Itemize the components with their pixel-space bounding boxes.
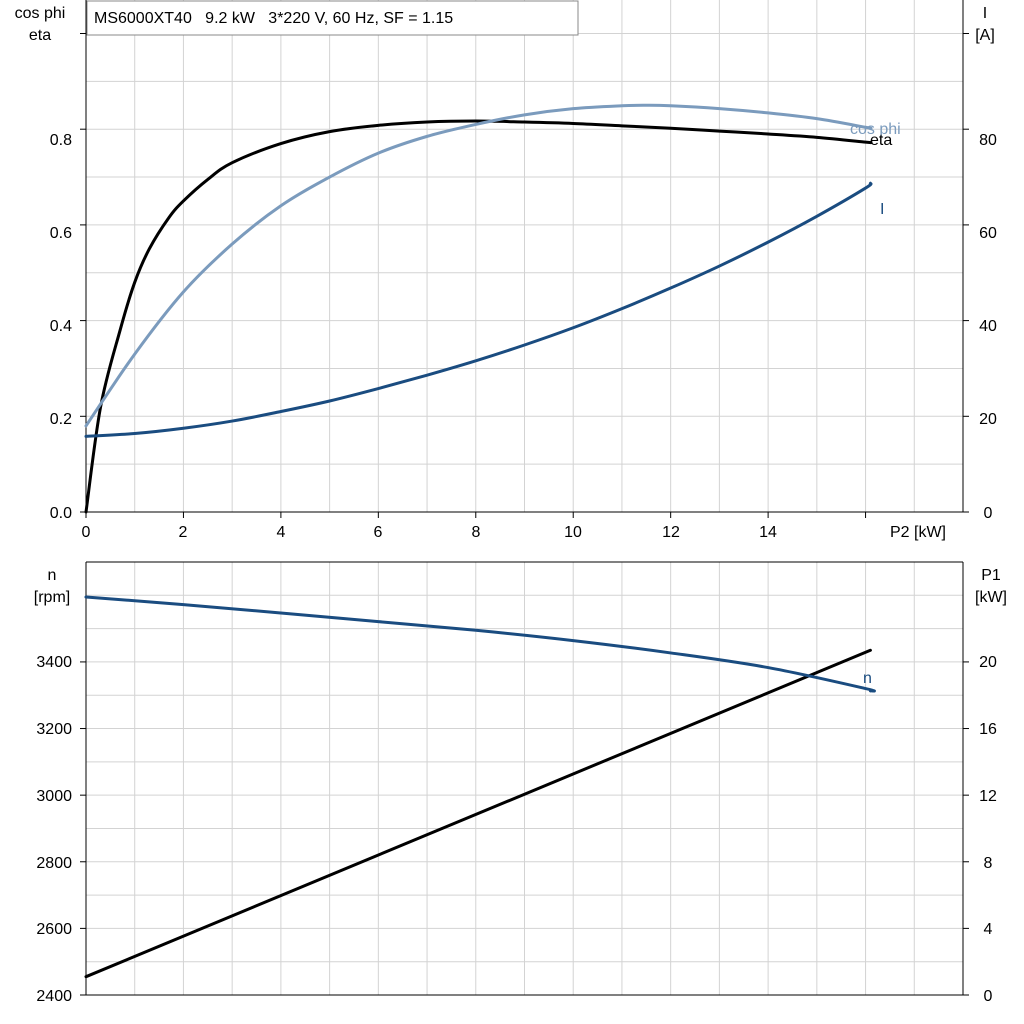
speed-series-line (84, 595, 876, 693)
left-tick-label: 2600 (36, 921, 72, 938)
x-tick-label: 0 (82, 524, 91, 541)
right-tick-label: 0 (984, 988, 993, 1005)
eta-series-line (84, 119, 873, 514)
left-tick-label: 2800 (36, 855, 72, 872)
right-tick-label: 8 (984, 855, 993, 872)
p1-series-line (84, 648, 872, 979)
left-tick-label: 2400 (36, 988, 72, 1005)
x-tick-label: 14 (759, 524, 777, 541)
left-tick-label: 3000 (36, 788, 72, 805)
left-tick-label: 0.2 (50, 411, 72, 428)
x-tick-label: 6 (374, 524, 383, 541)
speed-series-label: n (863, 670, 872, 687)
left-tick-label: 3400 (36, 654, 72, 671)
right-tick-label: 20 (979, 411, 997, 428)
bottom-axes (85, 561, 964, 996)
x-tick-label: 2 (179, 524, 188, 541)
top-left-tick-labels: 0.0 0.2 0.4 0.6 0.8 (50, 132, 72, 522)
left-axis-title-line1: n (48, 567, 57, 584)
top-right-tick-labels: 0 20 40 60 80 (979, 132, 997, 522)
right-axis-title-line1: I (983, 5, 987, 22)
cos-phi-series-line (84, 103, 873, 428)
left-tick-label: 0.0 (50, 505, 72, 522)
x-tick-label: 10 (564, 524, 582, 541)
right-tick-label: 40 (979, 318, 997, 335)
current-series-line (84, 181, 873, 438)
cos-phi-series-label: cos phi (850, 121, 901, 138)
right-axis-title-line2: [kW] (975, 589, 1007, 606)
bottom-panel: 2400 2600 2800 3000 3200 3400 0 4 8 12 1… (34, 561, 1007, 1005)
bottom-grid (80, 562, 969, 996)
right-axis-title-line2: [A] (975, 27, 995, 44)
left-axis-title-line1: cos phi (15, 5, 66, 22)
left-tick-label: 0.6 (50, 225, 72, 242)
top-panel: 0.0 0.2 0.4 0.6 0.8 0 20 40 60 80 0 2 4 … (15, 0, 997, 541)
right-tick-label: 4 (984, 921, 993, 938)
chart-title-box: MS6000XT40 9.2 kW 3*220 V, 60 Hz, SF = 1… (86, 0, 579, 36)
x-tick-label: 8 (472, 524, 481, 541)
x-tick-label: 12 (662, 524, 680, 541)
bottom-left-tick-labels: 2400 2600 2800 3000 3200 3400 (36, 654, 72, 1005)
top-x-tick-labels: 0 2 4 6 8 10 12 14 (82, 524, 777, 541)
current-series-label: I (880, 201, 884, 218)
right-tick-label: 80 (979, 132, 997, 149)
x-tick-label: 4 (277, 524, 286, 541)
right-axis-title-line1: P1 (981, 567, 1001, 584)
right-tick-label: 12 (979, 788, 997, 805)
left-axis-title-line2: eta (29, 27, 51, 44)
eta-series-label: eta (870, 132, 892, 149)
chart-title: MS6000XT40 9.2 kW 3*220 V, 60 Hz, SF = 1… (94, 10, 453, 27)
top-grid (86, 0, 963, 512)
left-tick-label: 0.4 (50, 318, 72, 335)
bottom-right-tick-labels: 0 4 8 12 16 20 (979, 654, 997, 1005)
right-tick-label: 16 (979, 721, 997, 738)
right-tick-label: 60 (979, 225, 997, 242)
right-tick-label: 0 (984, 505, 993, 522)
left-tick-label: 3200 (36, 721, 72, 738)
chart-title-frame (86, 0, 579, 36)
left-axis-title-line2: [rpm] (34, 589, 70, 606)
right-tick-label: 20 (979, 654, 997, 671)
x-axis-label: P2 [kW] (890, 524, 946, 541)
left-tick-label: 0.8 (50, 132, 72, 149)
